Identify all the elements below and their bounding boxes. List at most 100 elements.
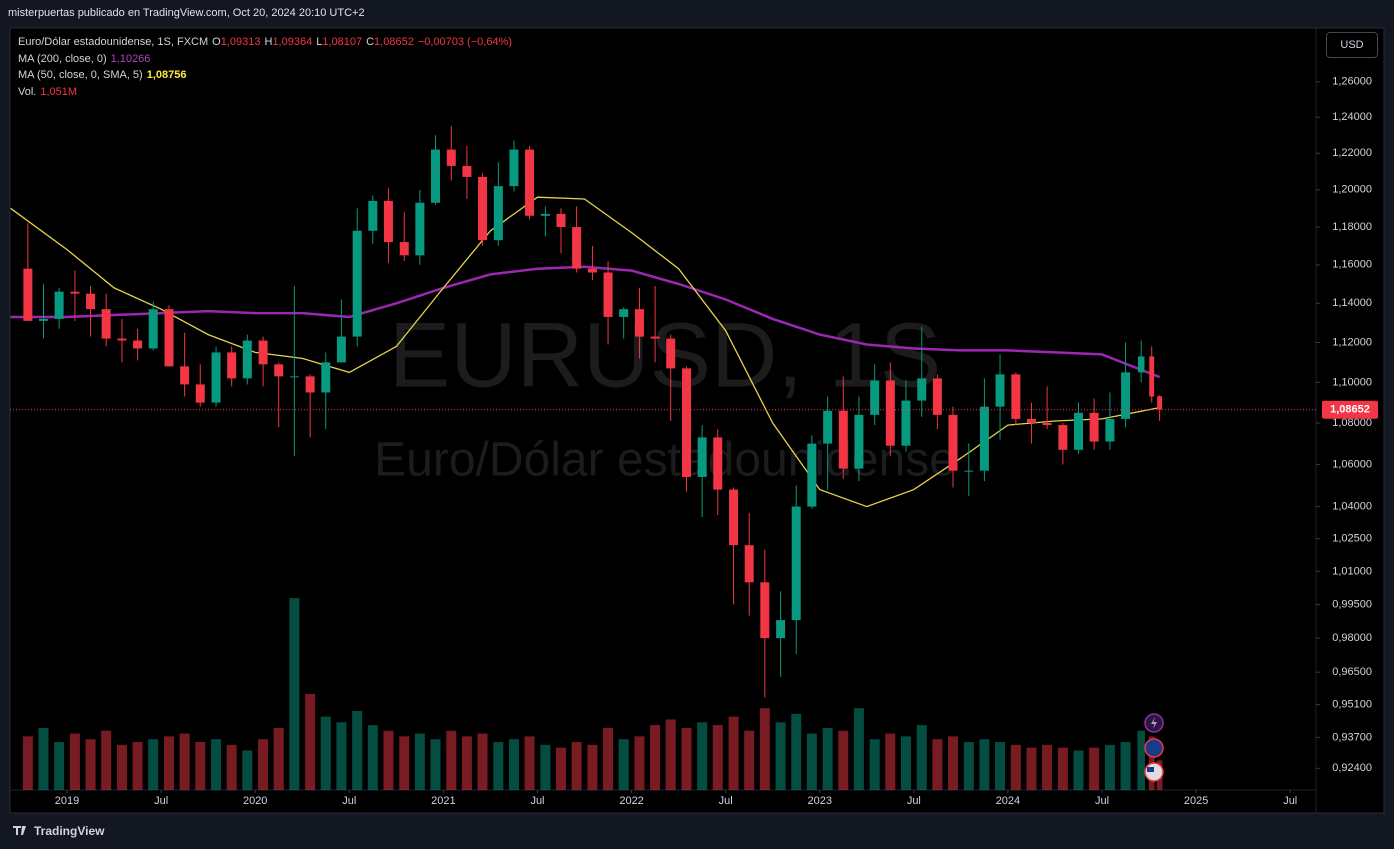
volume-bar — [634, 736, 645, 790]
y-tick-label: 1,24000 — [1332, 111, 1372, 123]
x-tick-label: 2025 — [1184, 795, 1208, 807]
candle-body — [274, 364, 284, 377]
y-tick-label: 0,96500 — [1332, 666, 1372, 678]
volume-bar — [775, 722, 786, 790]
ohlc-key: L — [316, 36, 323, 48]
volume-bar — [728, 716, 739, 790]
candle-body — [1042, 423, 1052, 426]
currency-button[interactable]: USD — [1326, 32, 1378, 58]
candle-body — [619, 309, 629, 317]
volume-bar — [1042, 744, 1053, 790]
candle-body — [1089, 412, 1099, 442]
y-tick-label: 1,10000 — [1332, 376, 1372, 388]
candle-body — [744, 545, 754, 583]
last-price-box — [1322, 400, 1378, 419]
ohlc-key: O — [212, 36, 221, 48]
candle-body — [854, 414, 864, 469]
volume-bar — [900, 736, 911, 790]
volume-bar — [367, 725, 378, 790]
volume-bar — [383, 730, 394, 790]
volume-bar — [838, 730, 849, 790]
x-tick-label: 2023 — [808, 795, 832, 807]
candle-body — [1149, 356, 1155, 397]
candle-body — [995, 374, 1005, 407]
y-tick-label: 0,93700 — [1332, 731, 1372, 743]
axes-layer: 1,26000 1,24000 1,22000 1,20000 1,18000 1,160… — [10, 76, 1378, 807]
candle-body — [509, 149, 519, 187]
y-tick-label: 0,99500 — [1332, 598, 1372, 610]
ohlc-value: 1,08107 — [322, 36, 363, 48]
ohlc-key: C — [366, 36, 375, 48]
candle-body — [556, 213, 566, 228]
x-tick-label: Jul — [154, 795, 168, 807]
volume-bar — [289, 598, 300, 790]
candle-body — [321, 362, 331, 393]
y-tick-label: 0,92400 — [1332, 762, 1372, 774]
candle-body — [572, 227, 582, 269]
moving-average-line — [10, 196, 1160, 508]
candle-body — [430, 149, 440, 203]
volume-bar — [979, 739, 990, 790]
volume-bar — [885, 733, 896, 790]
x-tick-label: 2024 — [996, 795, 1020, 807]
indicator-name: MA (200, close, 0) — [18, 52, 107, 65]
x-tick-label: Jul — [1095, 795, 1109, 807]
y-tick-label: 1,20000 — [1332, 184, 1372, 196]
volume-bar — [242, 750, 253, 790]
volume-bar — [618, 739, 629, 790]
volume-bar — [697, 722, 708, 790]
volume-value: 1,051M — [40, 85, 78, 98]
candle-body — [838, 410, 848, 469]
y-tick-label: 0,95100 — [1332, 698, 1372, 710]
volume-bar — [791, 713, 802, 790]
candle-body — [336, 336, 346, 363]
publisher-line: misterpuertas publicado en TradingView.c… — [8, 7, 365, 19]
candle-body — [227, 352, 237, 379]
indicator-value: 1,08756 — [146, 69, 187, 81]
candle-body — [682, 368, 692, 477]
volume-bar — [995, 742, 1006, 790]
volume-bar — [1089, 747, 1100, 790]
candle-body — [23, 268, 33, 321]
volume-bar — [665, 719, 676, 790]
eu-flag-icon[interactable] — [1144, 738, 1164, 758]
candle-body — [446, 149, 456, 166]
ohlc-value: 1,08652 — [374, 36, 414, 48]
candle-body — [211, 352, 221, 403]
volume-bar — [305, 694, 316, 790]
volume-bar — [179, 733, 190, 790]
candle-body — [932, 378, 942, 415]
y-tick-label: 1,22000 — [1332, 147, 1372, 159]
x-tick-label: Jul — [530, 795, 544, 807]
candle-body — [54, 291, 64, 319]
candle-body — [964, 470, 974, 472]
candle-body — [760, 582, 770, 639]
volume-bar — [1057, 747, 1068, 790]
ohlc-value: 1,09313 — [220, 36, 261, 48]
volume-bar — [336, 722, 347, 790]
volume-bar — [69, 733, 80, 790]
candle-body — [180, 366, 190, 385]
volume-bar — [22, 736, 33, 790]
volume-bar — [759, 708, 770, 790]
candle-body — [603, 272, 613, 317]
volume-bar — [571, 742, 582, 790]
candle-body — [697, 437, 707, 477]
ohlc-value: 1,09364 — [272, 36, 313, 48]
ma-layer — [10, 196, 1161, 508]
candle-body — [634, 309, 644, 337]
volume-bar — [101, 730, 112, 790]
volume-name: Vol. — [18, 85, 37, 98]
y-tick-label: 1,04000 — [1332, 500, 1372, 512]
candle-body — [666, 338, 676, 369]
volume-bar — [681, 727, 692, 790]
volume-bar — [54, 742, 65, 790]
symbol-name: Euro/Dólar estadounidense, 1S, FXCM — [18, 36, 209, 48]
candle-body — [195, 384, 205, 403]
y-tick-label: 1,12000 — [1332, 336, 1372, 348]
candle-body — [101, 309, 111, 339]
volume-bar — [226, 744, 237, 790]
chart-pane — [9, 27, 1385, 814]
last-price-label: 1,08652 — [1330, 404, 1370, 416]
